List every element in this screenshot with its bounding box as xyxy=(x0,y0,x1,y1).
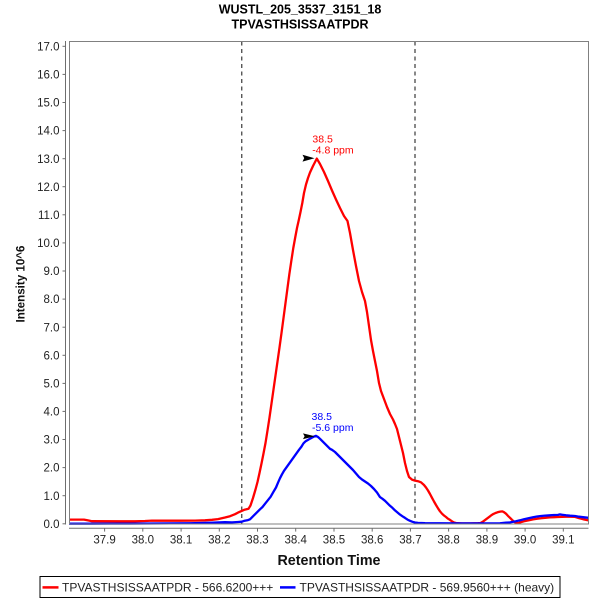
svg-text:1.0: 1.0 xyxy=(44,491,60,503)
svg-text:16.0: 16.0 xyxy=(37,70,59,82)
svg-text:17.0: 17.0 xyxy=(37,41,59,53)
svg-text:-5.6 ppm: -5.6 ppm xyxy=(312,422,354,434)
svg-text:7.0: 7.0 xyxy=(44,322,60,334)
svg-text:WUSTL_205_3537_3151_18: WUSTL_205_3537_3151_18 xyxy=(219,3,382,17)
svg-text:9.0: 9.0 xyxy=(44,266,60,278)
svg-text:38.7: 38.7 xyxy=(399,534,421,546)
svg-text:15.0: 15.0 xyxy=(37,98,59,110)
svg-text:38.2: 38.2 xyxy=(208,534,230,546)
svg-text:38.5: 38.5 xyxy=(323,534,345,546)
svg-text:38.5: 38.5 xyxy=(312,134,333,146)
svg-text:10.0: 10.0 xyxy=(37,238,59,250)
svg-text:14.0: 14.0 xyxy=(37,126,59,138)
svg-text:4.0: 4.0 xyxy=(44,407,60,419)
svg-text:Retention Time: Retention Time xyxy=(277,553,380,569)
svg-text:38.8: 38.8 xyxy=(437,534,459,546)
svg-text:38.6: 38.6 xyxy=(361,534,383,546)
svg-text:8.0: 8.0 xyxy=(44,294,60,306)
svg-text:-4.8 ppm: -4.8 ppm xyxy=(312,145,354,157)
svg-text:6.0: 6.0 xyxy=(44,350,60,362)
svg-text:38.5: 38.5 xyxy=(312,411,333,423)
svg-text:TPVASTHSISSAATPDR - 566.6200++: TPVASTHSISSAATPDR - 566.6200+++ xyxy=(62,580,273,594)
svg-text:12.0: 12.0 xyxy=(37,182,59,194)
svg-text:38.4: 38.4 xyxy=(285,534,308,546)
svg-text:TPVASTHSISSAATPDR - 569.9560++: TPVASTHSISSAATPDR - 569.9560+++ (heavy) xyxy=(300,580,555,594)
svg-text:0.0: 0.0 xyxy=(44,519,60,531)
svg-text:5.0: 5.0 xyxy=(44,379,60,391)
svg-text:2.0: 2.0 xyxy=(44,463,60,475)
svg-text:TPVASTHSISSAATPDR: TPVASTHSISSAATPDR xyxy=(231,18,368,32)
svg-text:Intensity 10^6: Intensity 10^6 xyxy=(15,245,28,323)
svg-text:38.1: 38.1 xyxy=(170,534,192,546)
svg-text:11.0: 11.0 xyxy=(38,210,60,222)
svg-text:38.3: 38.3 xyxy=(246,534,268,546)
svg-text:3.0: 3.0 xyxy=(44,435,60,447)
svg-text:39.1: 39.1 xyxy=(552,534,574,546)
svg-text:39.0: 39.0 xyxy=(514,534,536,546)
svg-text:37.9: 37.9 xyxy=(93,534,115,546)
svg-text:38.0: 38.0 xyxy=(132,534,154,546)
svg-text:13.0: 13.0 xyxy=(37,154,59,166)
svg-text:38.9: 38.9 xyxy=(476,534,498,546)
